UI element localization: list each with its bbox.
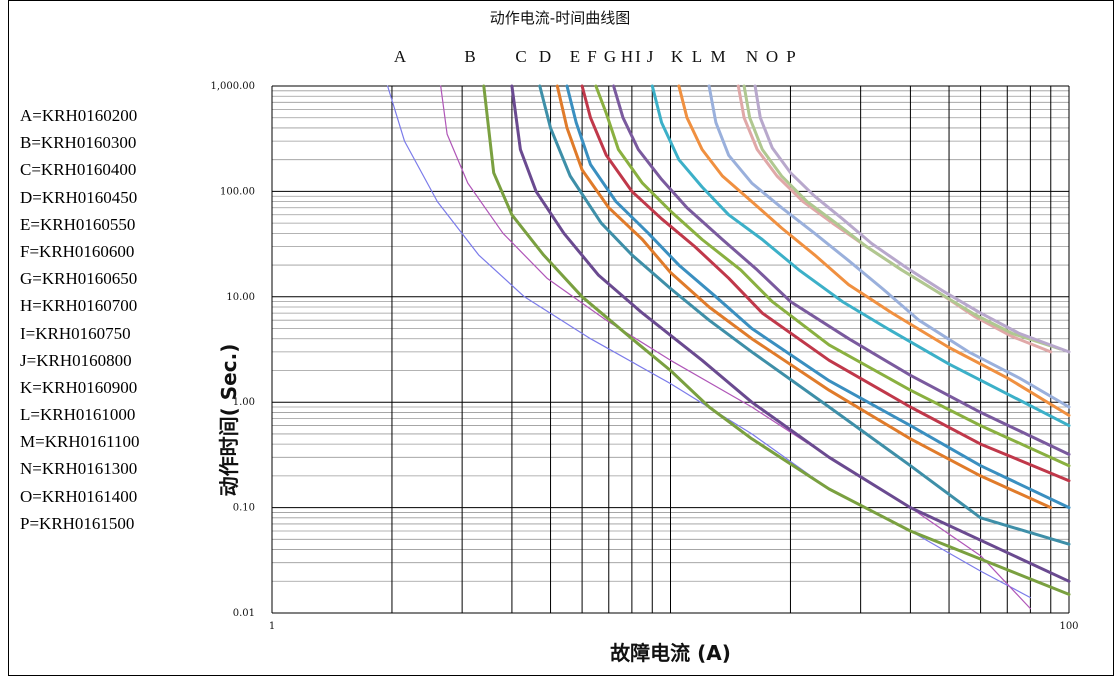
series-line-d — [510, 84, 1071, 583]
chart-title: 动作电流-时间曲线图 — [489, 9, 631, 27]
curve-marker-d: D — [539, 47, 551, 66]
curve-marker-k: K — [671, 47, 684, 66]
legend: A=KRH0160200 B=KRH0160300 C=KRH0160400 D=KR… — [20, 102, 139, 537]
series-line-p — [753, 84, 1071, 354]
curve-marker-g: G — [604, 47, 616, 66]
curve-marker-c: C — [515, 47, 526, 66]
series-line-c — [482, 84, 1071, 596]
legend-item: L=KRH0161000 — [20, 405, 136, 425]
legend-item: C=KRH0160400 — [20, 160, 137, 180]
legend-item: J=KRH0160800 — [20, 350, 132, 370]
curve-marker-p: P — [786, 47, 795, 66]
curve-marker-o: O — [766, 47, 778, 66]
y-tick-label: 100.00 — [220, 186, 255, 197]
series-line-m — [707, 84, 1071, 409]
series-line-l — [677, 84, 1071, 417]
legend-item: O=KRH0161400 — [20, 486, 138, 506]
series-line-k — [650, 84, 1071, 428]
y-tick-label: 0.10 — [233, 503, 255, 514]
legend-item: D=KRH0160450 — [20, 187, 138, 207]
curve-marker-b: B — [464, 47, 475, 66]
curve-marker-m: M — [710, 47, 725, 66]
x-tick-label: 1 — [269, 621, 275, 632]
y-tick-label: 1.00 — [233, 397, 255, 408]
series-line-f — [555, 84, 1053, 510]
series-line-e — [538, 84, 1071, 546]
legend-item: P=KRH0161500 — [20, 513, 135, 533]
curve-marker-j: J — [647, 47, 654, 66]
x-axis-title: 故障电流 (A) — [610, 641, 731, 665]
curve-marker-h: H — [621, 47, 633, 66]
curve-marker-e: E — [570, 47, 580, 66]
series-line-g — [565, 84, 1071, 510]
y-tick-label: 1,000.00 — [210, 81, 255, 92]
legend-item: A=KRH0160200 — [20, 106, 138, 125]
curve-marker-f: F — [587, 47, 596, 66]
legend-item: K=KRH0160900 — [20, 377, 138, 397]
legend-item: H=KRH0160700 — [20, 296, 138, 316]
series-line-b — [440, 85, 1032, 610]
legend-item: E=KRH0160550 — [20, 214, 136, 234]
series-line-h — [580, 84, 1071, 483]
series-line-j — [612, 84, 1071, 456]
y-tick-label: 10.00 — [226, 292, 255, 303]
legend-item: I=KRH0160750 — [20, 323, 131, 343]
curve-marker-a: A — [394, 47, 407, 66]
curve-marker-i: I — [635, 47, 641, 66]
x-tick-label: 100 — [1059, 621, 1078, 632]
y-axis-title: 动作时间( Sec.) — [217, 344, 241, 497]
y-tick-label: 0.01 — [233, 608, 255, 619]
series-line-a — [387, 85, 1032, 599]
legend-item: B=KRH0160300 — [20, 133, 137, 153]
curve-marker-n: N — [746, 47, 758, 66]
series-line-o — [742, 84, 1062, 351]
legend-item: M=KRH0161100 — [20, 432, 140, 452]
curve-marker-l: L — [692, 47, 702, 66]
series-line-i — [594, 84, 1071, 468]
legend-item: N=KRH0161300 — [20, 459, 138, 479]
legend-item: G=KRH0160650 — [20, 269, 138, 289]
legend-item: F=KRH0160600 — [20, 241, 135, 261]
